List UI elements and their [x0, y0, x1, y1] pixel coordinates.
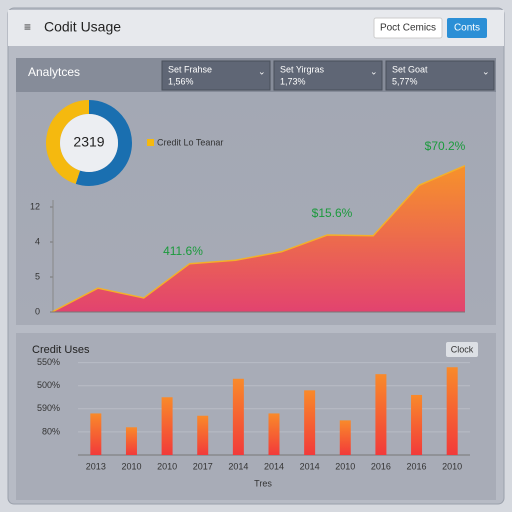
dropdown-label: Set Frahse	[168, 64, 212, 74]
area-line	[51, 165, 466, 313]
x-tick-label: 2014	[264, 461, 284, 471]
bar	[125, 427, 137, 455]
x-axis-title: Tres	[254, 478, 272, 488]
y-tick-label: 0	[35, 306, 40, 316]
y-tick-label: 590%	[37, 403, 60, 413]
dropdown-value: 5,77%	[392, 76, 418, 86]
button-label: Clock	[451, 344, 474, 354]
bar	[304, 390, 316, 455]
button[interactable]	[447, 18, 487, 38]
dropdown-value: 1,56%	[168, 76, 194, 86]
dropdown-value: 1,73%	[280, 76, 306, 86]
dropdown[interactable]	[385, 60, 495, 91]
y-tick-label: 80%	[42, 426, 60, 436]
x-tick-label: 2016	[371, 461, 391, 471]
bar	[197, 415, 209, 455]
legend-swatch	[147, 139, 154, 146]
x-tick-label: 2013	[86, 461, 106, 471]
x-tick-label: 2016	[407, 461, 427, 471]
annotation: $70.2%	[425, 139, 466, 153]
usage-panel	[16, 333, 496, 500]
dropdown-label: Set Goat	[392, 64, 428, 74]
button-label: Poct Cemics	[380, 23, 436, 34]
y-tick-label: 4	[35, 236, 40, 246]
x-tick-label: 2017	[193, 461, 213, 471]
bar	[446, 367, 458, 455]
bar	[268, 413, 280, 455]
section-title: Analytces	[28, 65, 80, 79]
annotation: 411.6%	[163, 244, 203, 258]
dropdown-arrow: ⌄	[370, 66, 378, 76]
button[interactable]	[446, 342, 478, 357]
button-label: Conts	[454, 23, 480, 34]
area	[52, 165, 465, 312]
x-tick-label: 2010	[121, 461, 141, 471]
menu-icon[interactable]: ≡	[24, 20, 31, 34]
bar	[161, 397, 173, 455]
x-tick-label: 2010	[157, 461, 177, 471]
legend-label: Credit Lo Teanar	[157, 137, 223, 147]
y-tick-label: 500%	[37, 380, 60, 390]
annotation: $15.6%	[312, 206, 353, 220]
y-tick-label: 550%	[37, 357, 60, 367]
donut-segment	[46, 100, 90, 184]
bar	[90, 413, 102, 455]
bar	[375, 374, 387, 455]
bar	[339, 420, 351, 455]
page-title: Codit Usage	[44, 19, 121, 35]
x-tick-label: 2010	[335, 461, 355, 471]
donut-hole	[60, 114, 118, 172]
bar	[411, 394, 423, 455]
y-tick-label: 5	[35, 271, 40, 281]
dropdown[interactable]	[273, 60, 383, 91]
button[interactable]	[373, 17, 443, 39]
x-tick-label: 2014	[300, 461, 320, 471]
panel-title: Credit Uses	[32, 344, 90, 356]
y-tick-label: 12	[30, 201, 40, 211]
dropdown-arrow: ⌄	[258, 66, 266, 76]
x-tick-label: 2010	[442, 461, 462, 471]
x-tick-label: 2014	[228, 461, 248, 471]
dropdown[interactable]	[161, 60, 271, 91]
dropdown-label: Set Yirgras	[280, 64, 325, 74]
donut-center: 2319	[73, 134, 104, 150]
bar	[232, 378, 244, 455]
donut-segment	[75, 100, 132, 186]
dropdown-arrow: ⌄	[482, 66, 490, 76]
